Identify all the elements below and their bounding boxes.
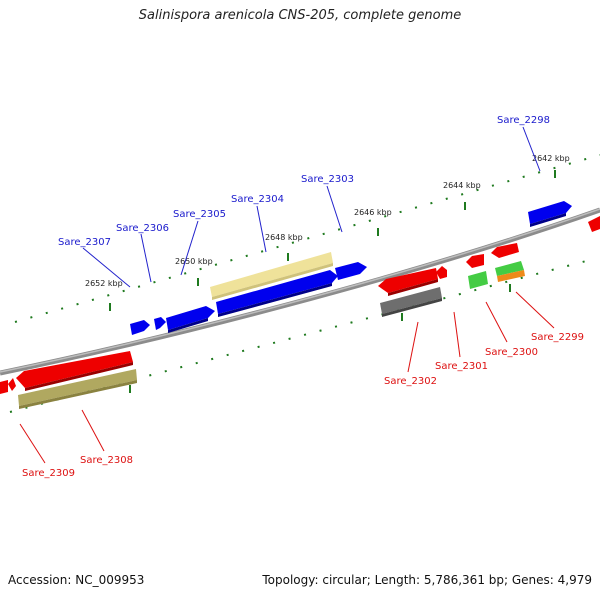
gene-sare-2299[interactable] — [491, 243, 519, 258]
gene-sare-2302[interactable] — [378, 268, 438, 293]
forward-gene-labels: Sare_2298 Sare_2303 Sare_2304 Sare_2305 … — [58, 115, 550, 248]
leader-line — [326, 185, 343, 233]
gene-label-sare-2305[interactable]: Sare_2305 — [173, 209, 226, 220]
gene-shading — [530, 213, 566, 227]
feature-green — [468, 271, 488, 289]
genome-summary: Topology: circular; Length: 5,786,361 bp… — [262, 573, 592, 587]
major-ticks — [109, 170, 556, 393]
leader-line — [515, 291, 555, 329]
gene-shading — [25, 362, 133, 391]
gene-shading — [168, 318, 208, 333]
feature-gray-shading — [382, 298, 442, 317]
leader-line — [81, 409, 105, 452]
forward-tick-row — [14, 154, 600, 323]
gene-sare-2309[interactable] — [0, 380, 8, 394]
gene-label-sare-2308[interactable]: Sare_2308 — [80, 455, 133, 466]
gene-label-sare-2299[interactable]: Sare_2299 — [531, 332, 584, 343]
feature-green-2 — [495, 261, 524, 276]
gene-label-sare-2301[interactable]: Sare_2301 — [435, 361, 488, 372]
forward-label-leaders — [82, 126, 541, 288]
gene-label-sare-2302[interactable]: Sare_2302 — [384, 376, 437, 387]
feature-olive-shading — [19, 380, 137, 409]
forward-genes — [130, 201, 572, 335]
gene-label-sare-2303[interactable]: Sare_2303 — [301, 174, 354, 185]
scale-label: 2644 kbp — [443, 181, 481, 190]
gene-sare-2303[interactable] — [335, 262, 367, 280]
leader-line — [453, 311, 461, 358]
feature-orange — [497, 270, 525, 282]
leader-line — [19, 423, 46, 464]
reverse-label-leaders — [19, 291, 555, 464]
feature-light-shading — [212, 263, 333, 300]
reverse-gene-labels: Sare_2299 Sare_2300 Sare_2301 Sare_2302 … — [22, 332, 584, 479]
gene-sare-2309b[interactable] — [8, 378, 16, 391]
gene-label-sare-2307[interactable]: Sare_2307 — [58, 237, 111, 248]
gene-sare-2300[interactable] — [466, 254, 484, 268]
gene-sare-2304[interactable] — [216, 270, 338, 314]
gene-label-sare-2306[interactable]: Sare_2306 — [116, 223, 169, 234]
scale-label: 2646 kbp — [354, 208, 392, 217]
gene-sare-2308[interactable] — [16, 351, 133, 388]
accession-label: Accession: NC_009953 — [8, 573, 145, 587]
leader-line — [407, 321, 419, 373]
leader-line — [485, 301, 508, 343]
leader-line — [180, 220, 199, 276]
scale-label: 2652 kbp — [85, 279, 123, 288]
scale-label: 2650 kbp — [175, 257, 213, 266]
genome-backbone-highlight — [0, 208, 600, 373]
gene-label-sare-2304[interactable]: Sare_2304 — [231, 194, 284, 205]
scale-label: 2642 kbp — [532, 154, 570, 163]
gene-sare-2298[interactable] — [528, 201, 572, 224]
leader-line — [82, 247, 131, 288]
gene-sare-2307[interactable] — [130, 320, 150, 335]
reverse-genes — [0, 216, 600, 394]
gene-sare-2298-neighbor[interactable] — [588, 216, 600, 232]
gene-sare-2306[interactable] — [154, 317, 166, 330]
leader-line — [522, 126, 541, 172]
gene-label-sare-2300[interactable]: Sare_2300 — [485, 347, 538, 358]
scale-label: 2648 kbp — [265, 233, 303, 242]
feature-light — [210, 252, 333, 297]
gene-shading — [388, 279, 438, 296]
forward-gene-shading — [168, 213, 566, 333]
genome-backbone — [0, 207, 600, 376]
gene-label-sare-2309[interactable]: Sare_2309 — [22, 468, 75, 479]
map-title: Salinispora arenicola CNS-205, complete … — [138, 8, 462, 23]
reverse-gene-shading — [25, 279, 438, 391]
feature-olive — [18, 369, 137, 406]
gene-shading — [218, 283, 332, 317]
leader-line — [256, 205, 267, 253]
gene-sare-2305[interactable] — [166, 306, 215, 330]
gene-sare-2301[interactable] — [436, 266, 447, 279]
gene-label-sare-2298[interactable]: Sare_2298 — [497, 115, 550, 126]
leader-line — [140, 233, 152, 283]
feature-gray — [380, 287, 442, 314]
